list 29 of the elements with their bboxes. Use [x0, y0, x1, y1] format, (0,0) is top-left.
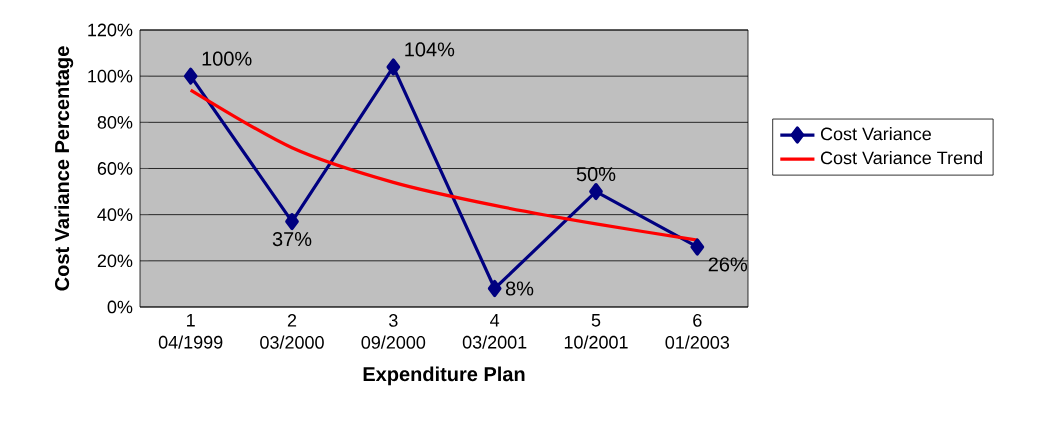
point — [690, 238, 705, 256]
data-label: 37% — [272, 231, 312, 247]
legend-label: Cost Variance Trend — [820, 151, 982, 165]
point — [285, 212, 299, 231]
y-axis-title: Cost Variance Percentage — [54, 46, 74, 291]
x-tick-label: 4 03/2001 — [462, 314, 527, 349]
legend-label: Cost Variance — [820, 127, 931, 141]
y-tick-label: 20% — [97, 254, 133, 268]
y-tick-label: 0% — [107, 300, 133, 314]
x-tick-label: 1 04/1999 — [158, 314, 223, 349]
y-tick-label: 80% — [97, 115, 133, 129]
data-label: 104% — [405, 42, 455, 57]
data-label: 100% — [202, 51, 252, 66]
data-label: 8% — [505, 281, 534, 296]
x-axis-title: Expenditure Plan — [363, 366, 525, 386]
x-tick-label: 6 01/2003 — [665, 314, 730, 349]
x-tick-label: 5 10/2001 — [564, 314, 628, 349]
data-label: 26% — [708, 257, 748, 272]
y-tick-label: 120% — [88, 23, 133, 37]
point — [183, 67, 198, 85]
point — [487, 279, 502, 298]
point — [386, 58, 401, 76]
x-tick-label: 2 03/2000 — [260, 314, 324, 349]
x-tick-label: 3 09/2000 — [361, 314, 426, 349]
point — [589, 182, 603, 201]
data-label: 50% — [576, 167, 616, 182]
y-tick-label: 100% — [88, 69, 133, 83]
y-tick-label: 40% — [97, 208, 133, 222]
y-tick-label: 60% — [97, 162, 133, 175]
